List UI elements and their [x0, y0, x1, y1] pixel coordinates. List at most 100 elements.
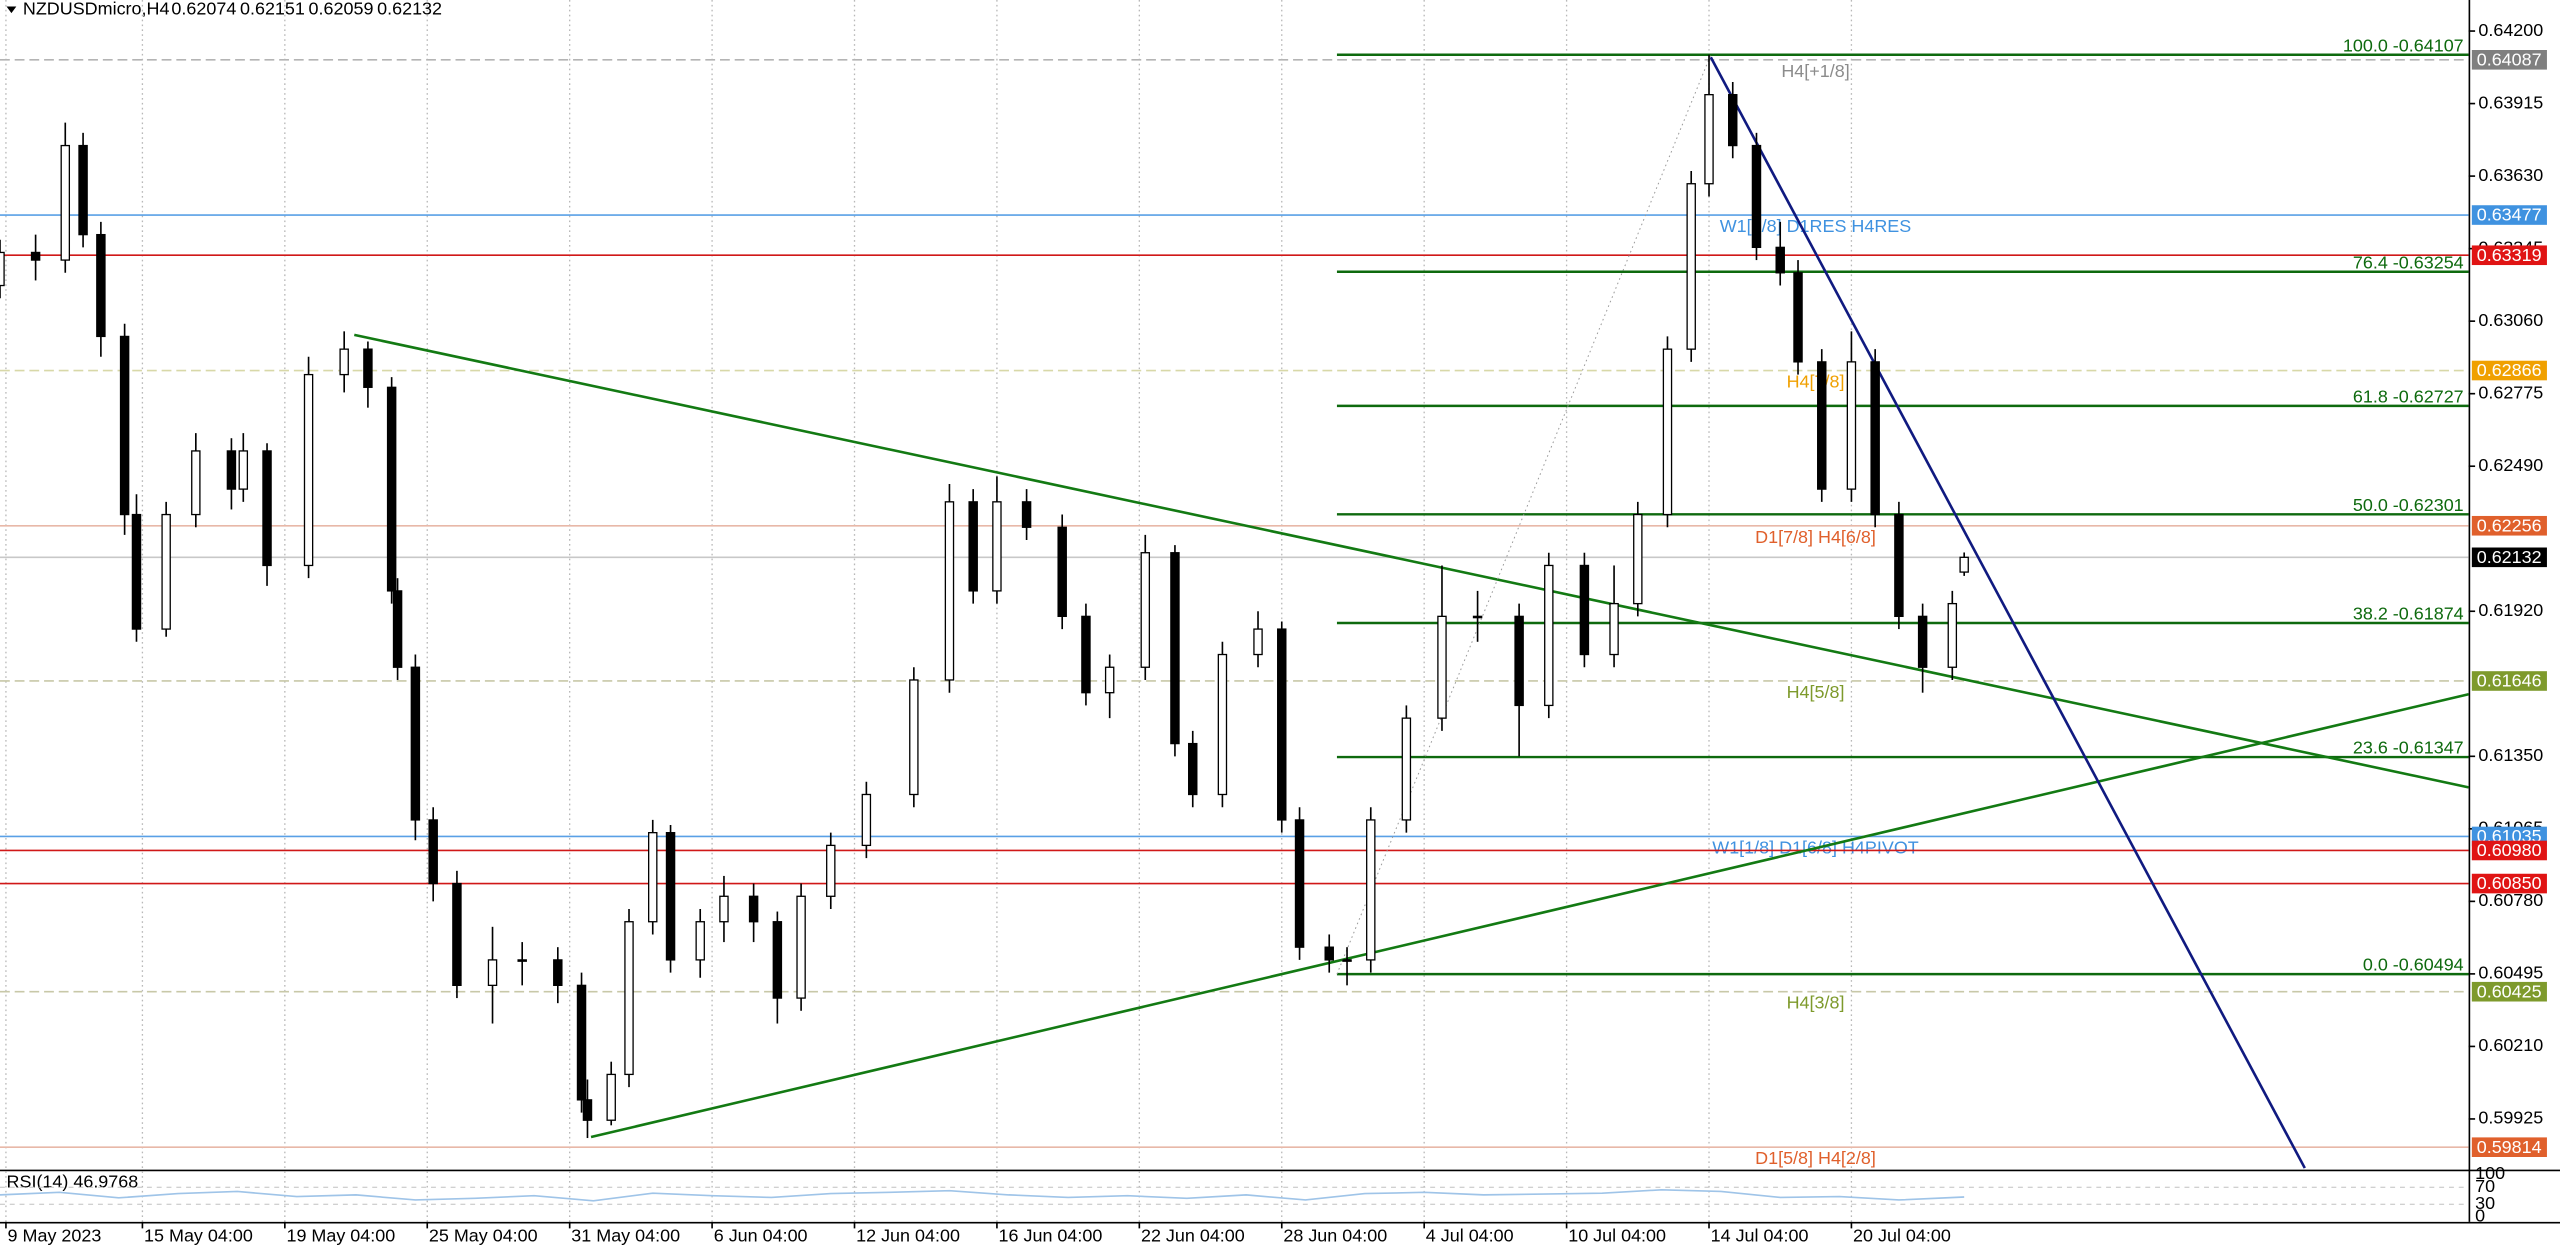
price-box-label: 0.62256: [2477, 515, 2542, 535]
candle-body: [1104, 666, 1115, 694]
price-box-label: 0.63477: [2477, 205, 2542, 225]
candle-body: [1437, 615, 1447, 719]
candle-body: [1217, 653, 1228, 796]
x-tick-label: 19 May 04:00: [286, 1225, 395, 1245]
y-tick-label: 0.62490: [2478, 455, 2543, 475]
fibo-label: 23.6 -0.61347: [2353, 738, 2464, 758]
y-tick-label: 0.59925: [2478, 1108, 2543, 1128]
candle-body: [303, 373, 314, 567]
candle-body: [238, 450, 249, 490]
candle-body: [1324, 946, 1334, 961]
fibo-label: 50.0 -0.62301: [2353, 495, 2464, 515]
level-tag: H4[5/8]: [1787, 682, 1845, 702]
price-box-label: 0.64087: [2477, 49, 2542, 69]
candle-body: [582, 1099, 593, 1121]
candle-body: [452, 882, 462, 987]
trendline: [353, 333, 2469, 789]
candle-body: [1401, 717, 1412, 821]
price-box: [2471, 245, 2547, 266]
fibo-label: 100.0 -0.64107: [2343, 35, 2464, 55]
candle-body: [796, 895, 806, 999]
candle-body: [1817, 361, 1827, 490]
candle-body: [909, 679, 919, 796]
candle-body: [1277, 628, 1287, 821]
y-tick-label: 0.63630: [2478, 165, 2543, 185]
candle-body: [191, 450, 201, 516]
price-box-label: 0.60425: [2477, 981, 2542, 1001]
price-box-label: 0.60850: [2477, 873, 2542, 893]
candle-body: [78, 144, 88, 236]
candle-body: [1917, 615, 1928, 668]
fibo-label: 0.0 -0.60494: [2363, 955, 2464, 975]
candle-body: [131, 513, 142, 630]
candle-body: [363, 348, 373, 388]
price-box: [2471, 515, 2547, 536]
candle-body: [1793, 272, 1803, 363]
y-tick-label: 0.60780: [2478, 890, 2543, 910]
x-tick-label: 22 Jun 04:00: [1141, 1225, 1245, 1245]
candle-body: [1775, 246, 1785, 274]
candle-body: [968, 501, 978, 592]
candle-body: [1544, 564, 1554, 707]
candle-body: [1704, 94, 1714, 185]
candle-body: [719, 895, 729, 923]
price-box: [2471, 50, 2547, 70]
candle-body: [944, 501, 955, 681]
candle-body: [392, 590, 403, 668]
candle-body: [386, 386, 397, 592]
candle-body: [992, 501, 1002, 592]
candle-body: [517, 959, 527, 962]
candle-body: [1514, 615, 1524, 707]
candle-body: [1170, 552, 1180, 745]
header-arrow: [6, 6, 17, 14]
y-tick-label: 0.64200: [2478, 20, 2543, 40]
candle-body: [487, 959, 498, 987]
y-tick-label: 0.61350: [2478, 745, 2543, 765]
candle-body: [861, 793, 872, 847]
candle-body: [262, 450, 272, 567]
candle-body: [1294, 819, 1305, 948]
candle-body: [606, 1073, 616, 1121]
level-tag: H4[+1/8]: [1781, 61, 1849, 81]
candle-body: [826, 844, 836, 897]
header-open: 0.62074: [171, 0, 236, 19]
y-tick-label: 0.63915: [2478, 92, 2543, 112]
price-box: [2471, 1137, 2547, 1157]
candle-body: [161, 513, 171, 630]
x-tick-label: 9 May 2023: [8, 1225, 102, 1245]
candle-body: [1366, 819, 1376, 961]
candle-body: [1140, 552, 1151, 668]
header-high: 0.62151: [240, 0, 305, 19]
price-box-label: 0.63319: [2477, 245, 2542, 265]
level-tag: D1[7/8] H4[6/8]: [1755, 527, 1876, 547]
candle-body: [772, 921, 783, 999]
x-tick-label: 15 May 04:00: [144, 1225, 253, 1245]
price-box: [2471, 547, 2547, 568]
candle-body: [665, 832, 676, 961]
level-tag: D1[5/8] H4[2/8]: [1755, 1148, 1876, 1168]
price-box: [2471, 671, 2547, 691]
candle-body: [1947, 602, 1958, 668]
x-tick-label: 31 May 04:00: [571, 1225, 680, 1245]
candle-body: [1662, 348, 1673, 516]
price-box: [2471, 981, 2547, 1002]
candle-body: [1609, 602, 1619, 656]
y-tick-label: 0.61920: [2478, 600, 2543, 620]
candle-body: [1633, 513, 1643, 605]
x-tick-label: 10 Jul 04:00: [1568, 1225, 1666, 1245]
candle-body: [648, 832, 658, 923]
candle-body: [748, 895, 759, 923]
x-tick-label: 20 Jul 04:00: [1853, 1225, 1951, 1245]
rsi-tick-label: 0: [2475, 1206, 2485, 1226]
candle-body: [0, 251, 5, 287]
x-tick-label: 28 Jun 04:00: [1283, 1225, 1387, 1245]
header-symbol: NZDUSDmicro,H4: [23, 0, 170, 19]
fibo-label: 76.4 -0.63254: [2353, 252, 2464, 272]
candle-body: [553, 959, 563, 987]
candle-body: [119, 335, 130, 516]
trendline: [1336, 54, 1712, 975]
trendline: [1709, 56, 2306, 1169]
candle-body: [1728, 94, 1738, 147]
